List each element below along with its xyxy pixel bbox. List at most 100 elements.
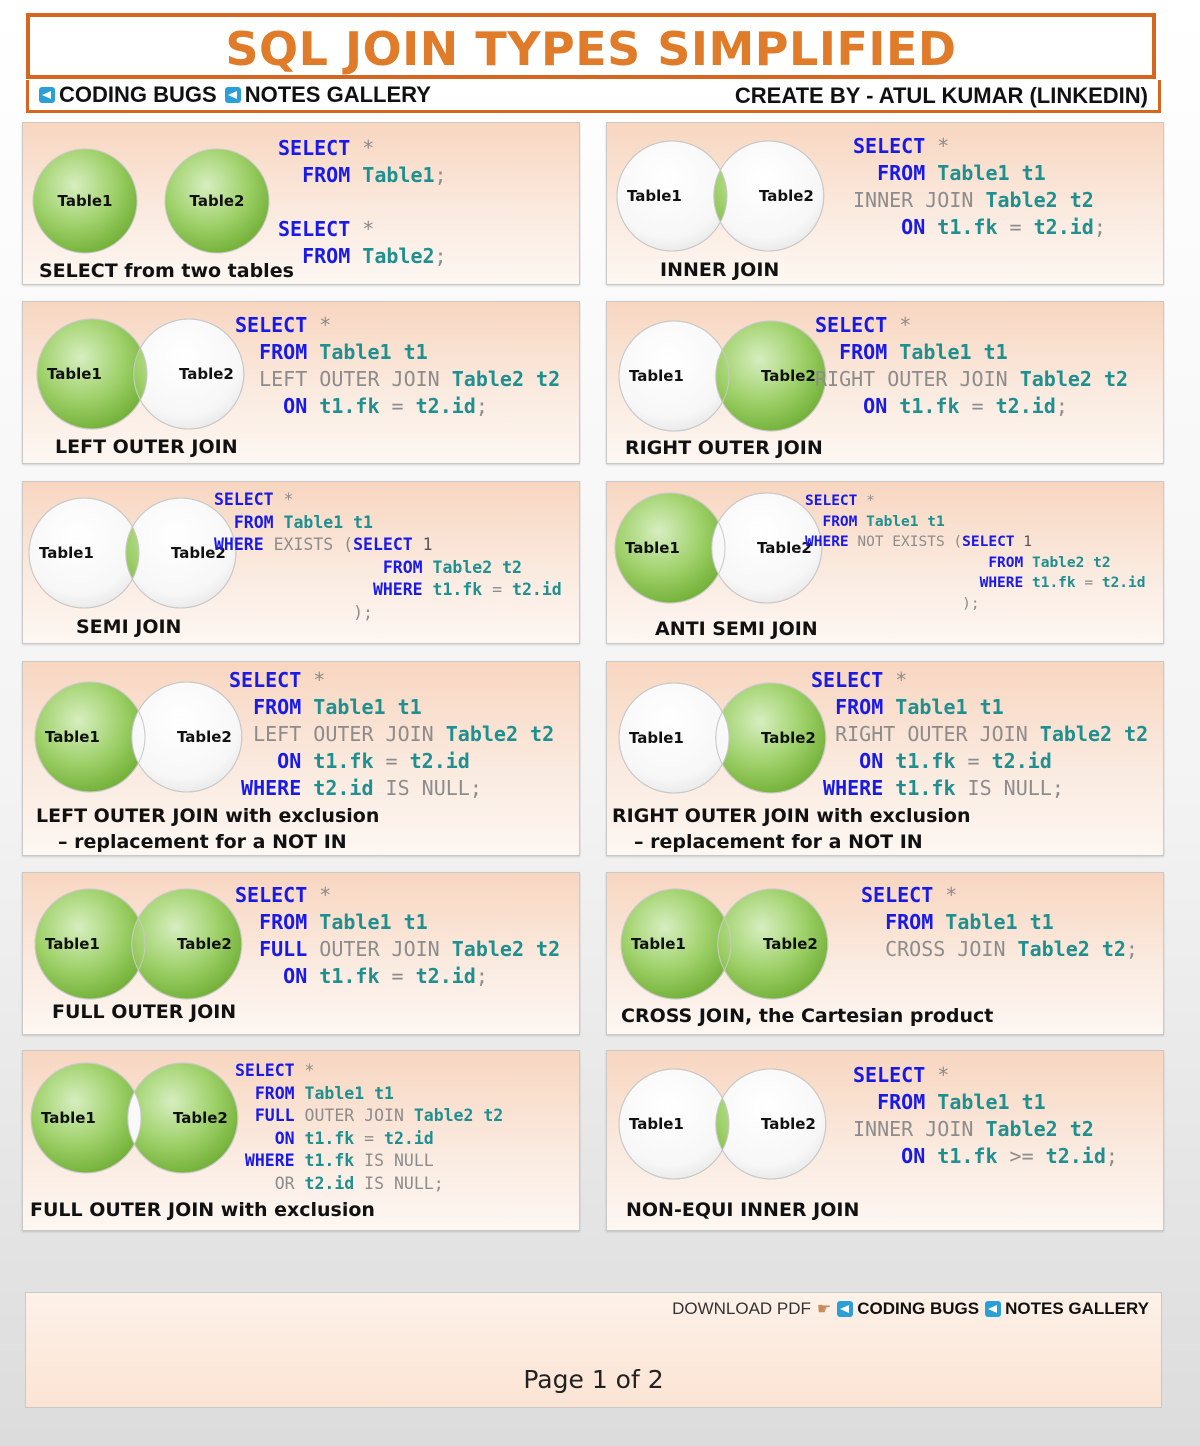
code-token: SELECT: [278, 217, 351, 241]
table1-label: Table1: [45, 728, 100, 746]
code-line: SELECT *: [853, 133, 1106, 160]
code-token: SELECT: [353, 535, 413, 554]
code-line: FROM Table1 t1: [811, 694, 1148, 721]
table2-label: Table2: [179, 365, 234, 383]
table1-outline: [620, 888, 732, 1000]
code-line: WHERE t1.fk = t2.id: [214, 579, 562, 602]
join-caption: NON-EQUI INNER JOIN: [626, 1197, 859, 1223]
code-line: SELECT *: [235, 882, 560, 909]
telegram-icon[interactable]: [39, 87, 55, 103]
join-caption: LEFT OUTER JOIN with exclusion – replacem…: [36, 803, 379, 855]
code-token: Table1 t1: [925, 161, 1046, 185]
code-token: SELECT: [811, 668, 884, 692]
code-token: Table1 t1: [887, 340, 1008, 364]
caption-line: FULL OUTER JOIN with exclusion: [30, 1199, 375, 1221]
telegram-icon[interactable]: [837, 1301, 854, 1317]
venn-diagram: Table1 Table2: [32, 148, 270, 254]
code-token: *: [350, 217, 375, 241]
code-token: NOT EXISTS (: [848, 534, 963, 550]
code-line: SELECT *: [235, 312, 560, 339]
join-caption: SELECT from two tables: [39, 258, 294, 284]
code-token: IS NULL;: [354, 1173, 444, 1193]
table2-outline: [717, 888, 829, 1000]
table2-label: Table2: [190, 192, 245, 210]
table2-label: Table2: [177, 728, 232, 746]
code-token: FROM: [861, 910, 934, 934]
code-token: ;: [1105, 1144, 1118, 1168]
table1-outline: [618, 682, 730, 794]
code-token: t2.id: [502, 580, 562, 599]
table2-label: Table2: [757, 539, 812, 557]
code-token: SELECT: [214, 490, 274, 509]
code-token: Table2 t2: [973, 1117, 1094, 1141]
code-token: IS NULL: [354, 1151, 434, 1170]
code-token: FROM: [214, 557, 423, 577]
caption-line: CROSS JOIN, the Cartesian product: [621, 1005, 994, 1027]
code-token: FROM: [235, 910, 308, 934]
table1-outline: [616, 140, 728, 252]
download-pdf-label[interactable]: DOWNLOAD PDF: [672, 1299, 811, 1318]
table1-label: Table1: [629, 367, 684, 385]
code-token: FROM: [229, 695, 302, 719]
code-token: t1.fk: [307, 394, 380, 418]
table2-label: Table2: [763, 935, 818, 953]
sql-code-block: SELECT * FROM Table1 t1 FULL OUTER JOIN …: [235, 1060, 503, 1195]
page-title: SQL JOIN TYPES SIMPLIFIED: [225, 22, 957, 76]
code-token: Table2: [350, 244, 435, 268]
caption-line: SELECT from two tables: [39, 260, 294, 282]
code-line: SELECT *: [214, 489, 562, 512]
code-line: RIGHT OUTER JOIN Table2 t2: [815, 366, 1128, 393]
code-token: t1.fk: [307, 964, 380, 988]
code-line: WHERE NOT EXISTS (SELECT 1: [805, 532, 1146, 553]
code-token: t2.id: [374, 1128, 434, 1148]
code-token: Table2 t2: [1023, 554, 1111, 571]
code-token: );: [805, 595, 980, 612]
code-line: INNER JOIN Table2 t2: [853, 1116, 1118, 1143]
code-token: Table1 t1: [883, 695, 1004, 719]
code-token: t2.id: [1021, 215, 1094, 239]
code-token: t1.fk: [925, 1144, 998, 1168]
card-left-outer-join: Table1 Table2 SELECT * FROM Table1 t1 LEF…: [22, 301, 580, 464]
brand-notes-gallery[interactable]: NOTES GALLERY: [1005, 1299, 1149, 1318]
code-line: WHERE t2.id IS NULL;: [229, 775, 554, 802]
brand-notes-gallery[interactable]: NOTES GALLERY: [244, 82, 431, 107]
code-token: Table2 t2: [973, 188, 1094, 212]
code-line: WHERE t1.fk = t2.id: [805, 573, 1146, 594]
code-token: ;: [475, 394, 488, 418]
code-line: FROM Table1 t1: [214, 512, 562, 535]
code-line: FULL OUTER JOIN Table2 t2: [235, 936, 560, 963]
code-token: Table1 t1: [294, 1083, 394, 1103]
telegram-icon[interactable]: [985, 1301, 1002, 1317]
code-line: FROM Table1 t1: [235, 909, 560, 936]
code-token: ON: [235, 1128, 295, 1148]
code-token: t1.fk: [887, 394, 960, 418]
caption-line: ANTI SEMI JOIN: [655, 618, 818, 640]
code-token: t1.fk: [294, 1151, 355, 1170]
card-inner-join: Table1 Table2 SELECT * FROM Table1 t1 INNE…: [606, 122, 1164, 285]
code-token: ;: [1125, 937, 1138, 961]
table1-label: Table1: [627, 187, 682, 205]
sql-code-block: SELECT * FROM Table1 t1 FULL OUTER JOIN …: [235, 882, 560, 990]
code-token: Table1 t1: [925, 1090, 1046, 1114]
code-token: FULL: [235, 937, 308, 961]
code-token: RIGHT OUTER JOIN: [815, 367, 1008, 391]
brand-coding-bugs[interactable]: CODING BUGS: [857, 1299, 980, 1318]
code-token: WHERE: [235, 1151, 295, 1170]
venn-diagram: Table1 Table2: [616, 140, 825, 252]
code-token: Table1: [350, 163, 435, 187]
telegram-icon[interactable]: [224, 87, 241, 103]
table2-outline: [131, 681, 243, 793]
join-caption: FULL OUTER JOIN with exclusion: [30, 1197, 375, 1223]
table1-outline: [34, 681, 146, 793]
code-token: =: [997, 215, 1022, 239]
code-token: FROM: [853, 161, 926, 185]
code-token: *: [350, 136, 375, 160]
card-right-outer-join: Table1 Table2 SELECT * FROM Table1 t1 RIGH…: [606, 301, 1164, 464]
code-token: SELECT: [962, 534, 1015, 550]
brand-coding-bugs[interactable]: CODING BUGS: [59, 82, 217, 107]
code-token: OR: [235, 1173, 295, 1193]
venn-diagram: Table1 Table2: [36, 318, 245, 430]
card-full-outer-join: Table1 Table2 SELECT * FROM Table1 t1 FUL…: [22, 872, 580, 1035]
table2-outline: [715, 320, 827, 432]
code-line: SELECT *: [815, 312, 1128, 339]
